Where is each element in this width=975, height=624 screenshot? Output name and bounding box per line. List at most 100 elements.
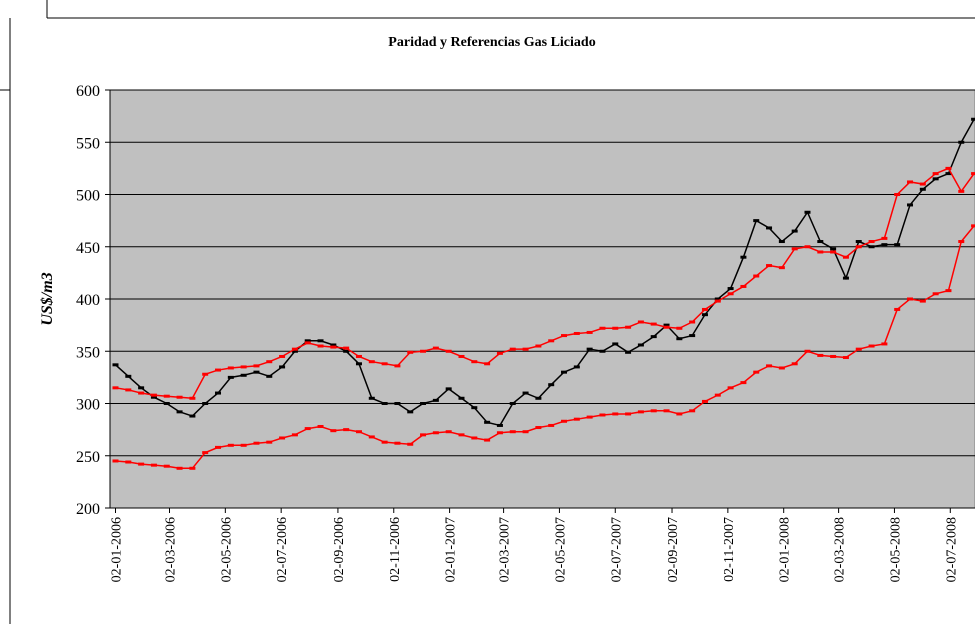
marker bbox=[842, 255, 849, 259]
marker bbox=[791, 362, 798, 366]
marker bbox=[791, 229, 798, 233]
marker bbox=[753, 370, 760, 374]
marker bbox=[945, 166, 952, 170]
marker bbox=[496, 351, 503, 355]
marker bbox=[496, 431, 503, 435]
marker bbox=[919, 187, 926, 191]
marker bbox=[714, 299, 721, 303]
marker bbox=[368, 435, 375, 439]
marker bbox=[548, 339, 555, 343]
marker bbox=[855, 245, 862, 249]
marker bbox=[471, 436, 478, 440]
marker bbox=[279, 436, 286, 440]
marker bbox=[202, 451, 209, 455]
marker bbox=[830, 247, 837, 251]
marker bbox=[881, 243, 888, 247]
y-tick-label: 600 bbox=[76, 83, 100, 100]
marker bbox=[868, 344, 875, 348]
marker bbox=[907, 203, 914, 207]
y-tick-label: 350 bbox=[76, 344, 100, 361]
marker bbox=[215, 368, 222, 372]
marker bbox=[535, 426, 542, 430]
marker bbox=[561, 370, 568, 374]
marker bbox=[676, 337, 683, 341]
marker bbox=[907, 297, 914, 301]
y-tick-label: 500 bbox=[76, 188, 100, 205]
marker bbox=[445, 349, 452, 353]
marker bbox=[701, 313, 708, 317]
marker bbox=[317, 344, 324, 348]
y-tick-label: 550 bbox=[76, 135, 100, 152]
marker bbox=[868, 240, 875, 244]
marker bbox=[881, 342, 888, 346]
marker bbox=[394, 364, 401, 368]
marker bbox=[125, 388, 132, 392]
marker bbox=[894, 307, 901, 311]
marker bbox=[535, 344, 542, 348]
marker bbox=[842, 356, 849, 360]
marker bbox=[804, 210, 811, 214]
marker bbox=[215, 445, 222, 449]
marker bbox=[663, 323, 670, 327]
x-tick-label: 02-09-2006 bbox=[332, 517, 347, 582]
marker bbox=[778, 240, 785, 244]
marker bbox=[355, 362, 362, 366]
marker bbox=[189, 414, 196, 418]
marker bbox=[689, 320, 696, 324]
marker bbox=[368, 360, 375, 364]
marker bbox=[842, 276, 849, 280]
marker bbox=[253, 370, 260, 374]
marker bbox=[727, 287, 734, 291]
marker bbox=[407, 410, 414, 414]
marker bbox=[407, 350, 414, 354]
marker bbox=[612, 342, 619, 346]
marker bbox=[919, 182, 926, 186]
marker bbox=[420, 349, 427, 353]
marker bbox=[163, 394, 170, 398]
marker bbox=[343, 346, 350, 350]
x-tick-label: 02-09-2007 bbox=[666, 517, 681, 582]
marker bbox=[586, 330, 593, 334]
marker bbox=[458, 354, 465, 358]
marker bbox=[381, 440, 388, 444]
marker bbox=[253, 364, 260, 368]
marker bbox=[522, 347, 529, 351]
marker bbox=[907, 180, 914, 184]
x-tick-label: 02-01-2006 bbox=[109, 517, 124, 582]
marker bbox=[304, 339, 311, 343]
y-tick-label: 250 bbox=[76, 449, 100, 466]
marker bbox=[727, 386, 734, 390]
marker bbox=[112, 386, 119, 390]
marker bbox=[637, 320, 644, 324]
marker bbox=[138, 462, 145, 466]
marker bbox=[189, 396, 196, 400]
marker bbox=[689, 334, 696, 338]
marker bbox=[394, 402, 401, 405]
marker bbox=[740, 255, 747, 259]
marker bbox=[112, 363, 119, 367]
marker bbox=[138, 391, 145, 395]
x-tick-label: 02-07-2006 bbox=[275, 517, 290, 582]
marker bbox=[637, 410, 644, 414]
marker bbox=[894, 243, 901, 247]
marker bbox=[714, 297, 721, 301]
marker bbox=[599, 349, 606, 353]
marker bbox=[420, 433, 427, 437]
marker bbox=[932, 177, 939, 181]
marker bbox=[163, 464, 170, 468]
marker bbox=[432, 398, 439, 402]
x-tick-label: 02-03-2007 bbox=[498, 517, 513, 582]
marker bbox=[432, 346, 439, 350]
marker bbox=[125, 374, 132, 378]
marker bbox=[573, 331, 580, 335]
marker bbox=[509, 430, 516, 434]
marker bbox=[343, 349, 350, 353]
marker bbox=[150, 463, 157, 467]
marker bbox=[637, 343, 644, 347]
marker bbox=[279, 365, 286, 369]
marker bbox=[766, 264, 773, 268]
marker bbox=[753, 274, 760, 278]
marker bbox=[150, 393, 157, 397]
marker bbox=[227, 366, 234, 370]
